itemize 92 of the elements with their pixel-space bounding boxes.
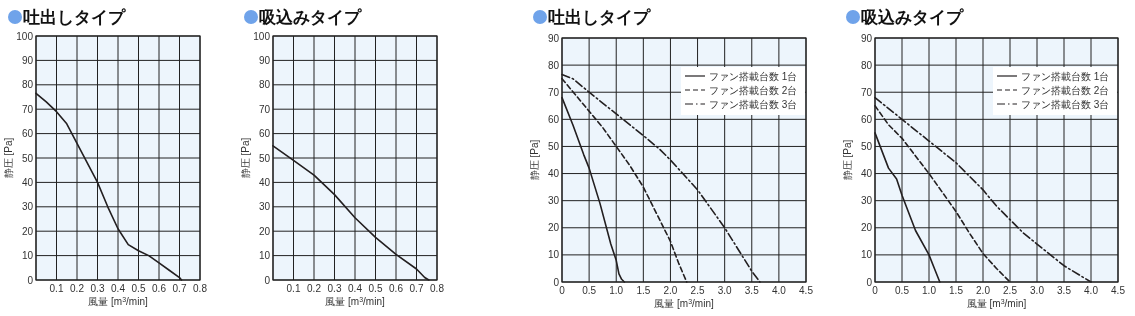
y-axis-title: 静圧 [Pa] <box>529 139 540 181</box>
y-tick-label: 80 <box>547 59 560 71</box>
x-tick-label: 0.5 <box>368 283 383 294</box>
x-tick-label: 0.3 <box>90 283 105 294</box>
y-tick-label: 50 <box>21 152 34 164</box>
x-tick-label: 0.4 <box>348 283 363 294</box>
x-tick-label: 0.5 <box>131 283 146 294</box>
x-tick-label: 0.8 <box>193 283 208 294</box>
y-tick-label: 60 <box>21 128 34 140</box>
x-tick-label: 1.0 <box>922 285 937 296</box>
y-tick-label: 50 <box>547 140 560 152</box>
x-tick-label: 2.0 <box>663 285 678 296</box>
y-tick-label: 10 <box>258 250 271 262</box>
x-tick-label: 4.0 <box>1084 285 1099 296</box>
x-axis-title: 風量 [m$^{3}$/min] <box>654 297 714 309</box>
x-tick-label: 3.0 <box>1030 285 1045 296</box>
x-tick-label: 1.5 <box>636 285 651 296</box>
x-tick-label: 1.0 <box>609 285 624 296</box>
y-tick-label: 0 <box>27 274 34 286</box>
chart-title: 吐出しタイプ <box>23 8 126 27</box>
y-tick-label: 90 <box>860 32 873 44</box>
x-tick-label: 1.5 <box>949 285 964 296</box>
y-tick-label: 70 <box>547 86 560 98</box>
chart-title: 吐出しタイプ <box>548 8 651 27</box>
x-tick-label: 0.2 <box>70 283 85 294</box>
y-tick-label: 20 <box>860 222 873 234</box>
legend-label: ファン搭載台数 2台 <box>1021 84 1110 96</box>
x-axis-title: 風量 [m$^{3}$/min] <box>325 295 385 307</box>
y-tick-label: 50 <box>258 152 271 164</box>
y-tick-label: 30 <box>860 195 873 207</box>
y-tick-label: 50 <box>860 140 873 152</box>
x-axis-title: 風量 [m$^{3}$/min] <box>88 295 148 307</box>
legend-label: ファン搭載台数 3台 <box>709 98 798 110</box>
chart-title: 吸込みタイプ <box>259 8 362 27</box>
chart-title: 吸込みタイプ <box>861 8 964 27</box>
y-axis-title: 静圧 [Pa] <box>3 137 14 179</box>
x-tick-label: 0.6 <box>389 283 404 294</box>
y-tick-label: 100 <box>16 30 34 42</box>
x-tick-label: 0.5 <box>895 285 910 296</box>
y-tick-label: 0 <box>264 274 271 286</box>
y-tick-label: 10 <box>21 250 34 262</box>
x-axis-title: 風量 [m$^{3}$/min] <box>966 297 1027 309</box>
y-tick-label: 80 <box>21 79 34 91</box>
y-tick-label: 90 <box>258 54 271 66</box>
x-tick-label: 0.8 <box>430 283 445 294</box>
x-tick-label: 0.2 <box>307 283 322 294</box>
x-tick-label: 3.5 <box>1057 285 1072 296</box>
x-tick-label: 2.5 <box>690 285 705 296</box>
legend-label: ファン搭載台数 1台 <box>709 70 798 82</box>
y-axis-title: 静圧 [Pa] <box>240 137 251 179</box>
y-tick-label: 10 <box>860 249 873 261</box>
y-tick-label: 10 <box>547 249 560 261</box>
y-tick-label: 30 <box>21 201 34 213</box>
y-tick-label: 40 <box>258 176 271 188</box>
x-tick-label: 4.0 <box>771 285 787 296</box>
x-tick-label: 0.3 <box>327 283 342 294</box>
y-tick-label: 70 <box>860 86 873 98</box>
x-tick-label: 4.5 <box>799 285 814 296</box>
y-tick-label: 100 <box>253 30 271 42</box>
x-tick-label: 4.5 <box>1111 285 1126 296</box>
legend-label: ファン搭載台数 2台 <box>709 84 798 96</box>
legend-label: ファン搭載台数 3台 <box>1021 98 1110 110</box>
y-axis-title: 静圧 [Pa] <box>842 139 853 181</box>
x-tick-label: 0.1 <box>49 283 64 294</box>
y-tick-label: 60 <box>547 113 560 125</box>
y-tick-label: 70 <box>21 103 34 115</box>
y-tick-label: 30 <box>258 201 271 213</box>
y-tick-label: 40 <box>547 168 560 180</box>
x-tick-label: 0.7 <box>172 283 187 294</box>
x-tick-label: 2.5 <box>1003 285 1018 296</box>
y-tick-label: 20 <box>547 222 560 234</box>
y-tick-label: 40 <box>860 168 873 180</box>
x-tick-label: 3.5 <box>744 285 760 296</box>
x-tick-label: 0.7 <box>409 283 424 294</box>
y-tick-label: 90 <box>21 54 34 66</box>
y-tick-label: 70 <box>258 103 271 115</box>
legend-label: ファン搭載台数 1台 <box>1021 70 1110 82</box>
y-tick-label: 20 <box>21 225 34 237</box>
x-tick-label: 0.1 <box>286 283 301 294</box>
y-tick-label: 30 <box>547 195 560 207</box>
y-tick-label: 40 <box>21 176 34 188</box>
x-tick-label: 0.6 <box>152 283 167 294</box>
y-tick-label: 20 <box>258 225 271 237</box>
x-tick-label: 0.5 <box>582 285 597 296</box>
y-tick-label: 90 <box>547 32 560 44</box>
y-tick-label: 60 <box>258 128 271 140</box>
x-tick-label: 3.0 <box>717 285 733 296</box>
x-tick-label: 2.0 <box>976 285 991 296</box>
x-tick-label: 0.4 <box>111 283 126 294</box>
y-tick-label: 60 <box>860 113 873 125</box>
y-tick-label: 80 <box>258 79 271 91</box>
y-tick-label: 80 <box>860 59 873 71</box>
